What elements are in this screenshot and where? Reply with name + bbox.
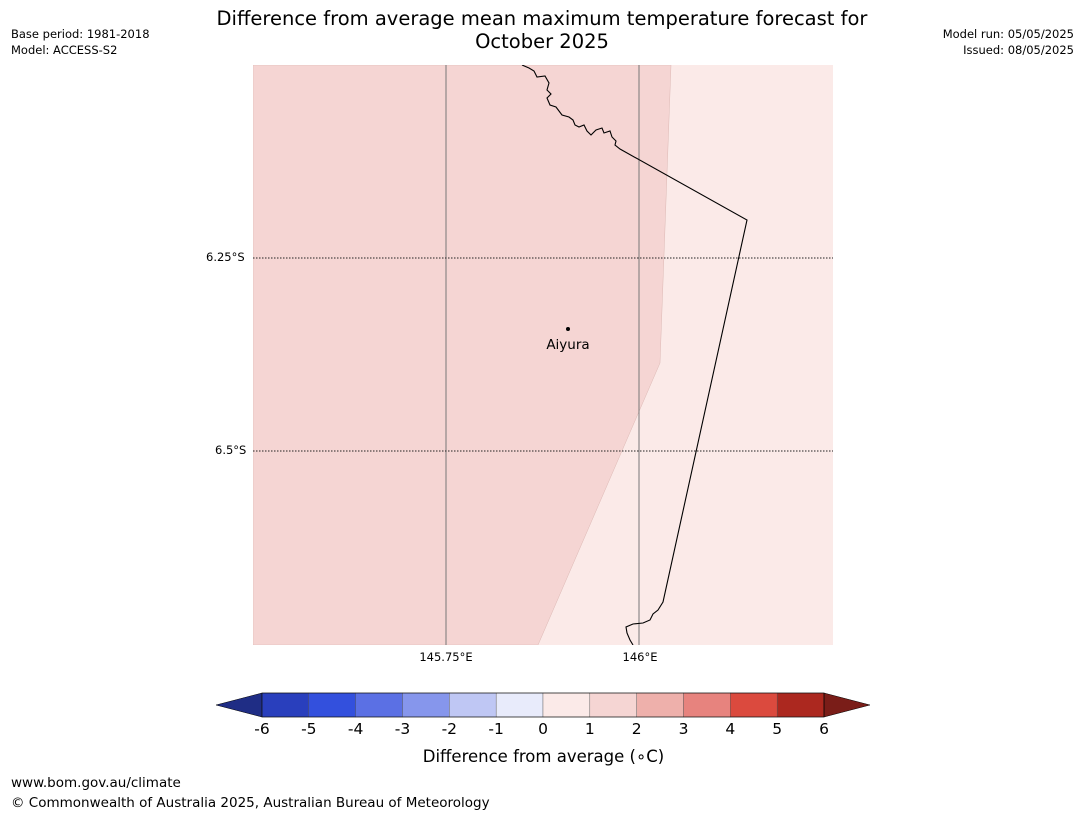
colorbar-segment — [261, 692, 310, 718]
colorbar-tick-label: -3 — [394, 720, 411, 738]
issued-date: Issued: 08/05/2025 — [963, 43, 1074, 57]
colorbar-tick-label: 5 — [772, 720, 783, 738]
colorbar-segment — [683, 692, 731, 718]
title-line-2: October 2025 — [475, 30, 609, 53]
chart-title: Difference from average mean maximum tem… — [142, 7, 942, 53]
forecast-map: Aiyura — [253, 65, 833, 645]
lat-label-6-25: 6.25°S — [206, 250, 245, 264]
colorbar-tick-label: 0 — [538, 720, 548, 738]
colorbar-tick-label: 3 — [678, 720, 689, 738]
aiyura-marker — [566, 327, 570, 331]
colorbar — [215, 692, 871, 718]
colorbar-segment — [449, 692, 497, 718]
footer-copyright: © Commonwealth of Australia 2025, Austra… — [11, 795, 490, 811]
aiyura-label: Aiyura — [546, 337, 589, 353]
model-name: Model: ACCESS-S2 — [11, 43, 118, 57]
colorbar-tick-label: -5 — [301, 720, 317, 738]
colorbar-tick-label: 1 — [584, 720, 595, 738]
colorbar-tick-label: -6 — [254, 720, 270, 738]
footer-url: www.bom.gov.au/climate — [11, 775, 181, 791]
colorbar-segment — [495, 692, 544, 718]
colorbar-segment — [402, 692, 450, 718]
base-period: Base period: 1981-2018 — [11, 27, 150, 41]
title-line-1: Difference from average mean maximum tem… — [216, 7, 868, 30]
colorbar-segment — [776, 692, 825, 718]
colorbar-frame — [261, 692, 825, 718]
colorbar-segment — [589, 692, 637, 718]
run-info: Model run: 05/05/2025 Issued: 08/05/2025 — [943, 26, 1074, 58]
lon-label-146: 146°E — [622, 650, 658, 664]
model-info: Base period: 1981-2018 Model: ACCESS-S2 — [11, 26, 150, 58]
colorbar-tick-label: 4 — [725, 720, 736, 738]
coastline-border — [521, 65, 748, 645]
colorbar-tick-label: -4 — [347, 720, 364, 738]
anomaly-region-1-2 — [253, 65, 672, 645]
map-svg: Aiyura — [253, 65, 833, 645]
lon-label-145-75: 145.75°E — [419, 650, 473, 664]
colorbar-tick-label: -1 — [488, 720, 504, 738]
colorbar-tick-label: 2 — [631, 720, 642, 738]
colorbar-low-extension — [215, 692, 263, 718]
model-run: Model run: 05/05/2025 — [942, 27, 1074, 41]
colorbar-high-extension — [823, 692, 871, 718]
lat-label-6-5: 6.5°S — [215, 443, 247, 457]
colorbar-segment — [636, 692, 684, 718]
colorbar-label: Difference from average (∘C) — [422, 747, 665, 766]
colorbar-segment — [542, 692, 591, 718]
colorbar-segment — [308, 692, 356, 718]
colorbar-segment — [730, 692, 778, 718]
colorbar-segment — [355, 692, 403, 718]
colorbar-tick-label: 6 — [819, 720, 829, 738]
colorbar-tick-label: -2 — [441, 720, 458, 738]
